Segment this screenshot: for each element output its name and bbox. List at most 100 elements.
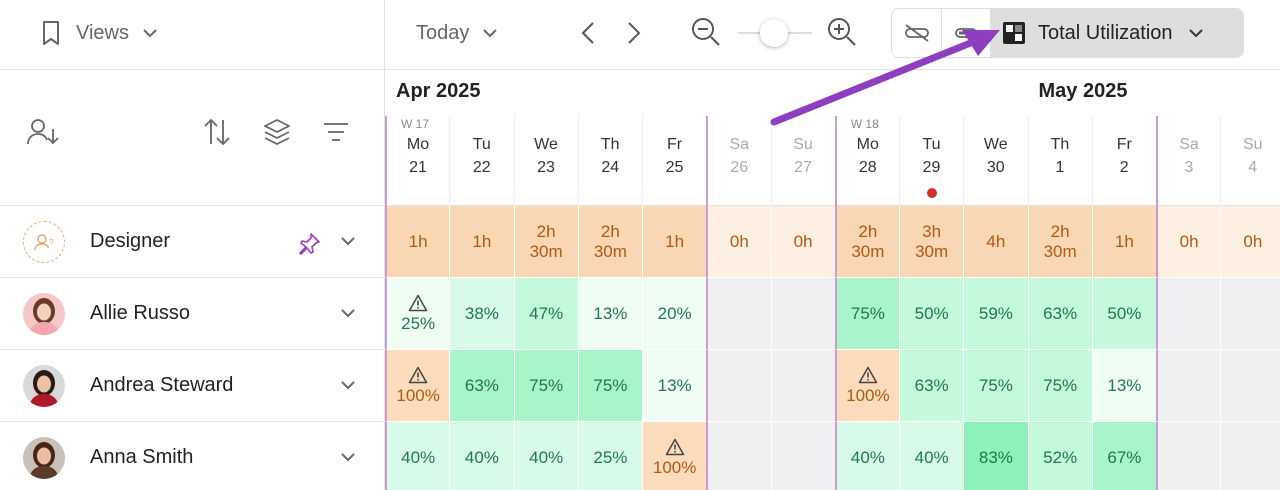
role-hours-cell[interactable]: 0h — [770, 206, 835, 278]
utilization-cell[interactable]: 59% — [963, 278, 1028, 350]
utilization-cell[interactable]: 75% — [513, 350, 578, 422]
utilization-cell[interactable]: 75% — [963, 350, 1028, 422]
total-utilization-dropdown[interactable]: Total Utilization — [990, 9, 1243, 57]
role-hours-cell[interactable]: 1h — [642, 206, 707, 278]
role-hours-cell[interactable]: 4h — [963, 206, 1028, 278]
utilization-cell[interactable]: 63% — [899, 350, 964, 422]
compact-view-button[interactable] — [942, 9, 990, 57]
chevron-down-icon — [341, 453, 355, 462]
utilization-cell[interactable]: 75% — [1027, 350, 1092, 422]
utilization-cell[interactable]: 100% — [834, 350, 899, 422]
role-hours-cell[interactable]: 2h 30m — [834, 206, 899, 278]
utilization-cell[interactable]: 52% — [1027, 422, 1092, 490]
zoom-in-button[interactable] — [826, 16, 858, 53]
day-date: 23 — [537, 159, 555, 176]
utilization-cell[interactable]: 13% — [577, 278, 642, 350]
role-hours-cell[interactable]: 3h 30m — [899, 206, 964, 278]
chevron-left-icon — [581, 22, 594, 44]
utilization-value: 40% — [529, 447, 564, 467]
expand-row-button[interactable] — [340, 378, 356, 396]
week-number: W 17 — [401, 117, 430, 131]
utilization-cell[interactable]: 20% — [642, 278, 707, 350]
day-header-th-24: Th 24 — [577, 116, 642, 206]
day-of-week: Mo — [406, 136, 430, 153]
utilization-cell[interactable]: 25% — [385, 278, 450, 350]
group-layers-button[interactable] — [262, 117, 292, 152]
utilization-cell[interactable]: 13% — [642, 350, 707, 422]
role-hours-cell[interactable]: 0h — [1220, 206, 1280, 278]
role-hours-cell[interactable]: 0h — [1156, 206, 1221, 278]
utilization-cell[interactable]: 47% — [513, 278, 578, 350]
today-dropdown[interactable]: Today — [416, 16, 498, 50]
utilization-cell[interactable]: 63% — [1027, 278, 1092, 350]
utilization-cell[interactable]: 25% — [577, 422, 642, 490]
utilization-cell[interactable]: 67% — [1091, 422, 1156, 490]
views-dropdown[interactable]: Views — [40, 16, 157, 50]
utilization-value: 100% — [652, 457, 697, 477]
zoom-out-button[interactable] — [690, 16, 722, 53]
non-working-day-cell[interactable] — [706, 422, 771, 490]
day-of-week: Th — [600, 136, 620, 153]
utilization-cell[interactable]: 50% — [899, 278, 964, 350]
non-working-day-cell[interactable] — [1220, 278, 1280, 350]
hide-bookings-button[interactable] — [892, 9, 942, 57]
role-hours-cell[interactable]: 1h — [385, 206, 450, 278]
utilization-cell[interactable]: 83% — [963, 422, 1028, 490]
utilization-value: 25% — [401, 313, 436, 333]
utilization-cell[interactable]: 40% — [449, 422, 514, 490]
role-hours-cell[interactable]: 2h 30m — [1027, 206, 1092, 278]
day-header-tu-22: Tu 22 — [449, 116, 513, 206]
utilization-cell[interactable]: 40% — [834, 422, 899, 490]
zoom-slider-thumb[interactable] — [760, 19, 788, 47]
day-of-week: Su — [793, 136, 813, 153]
non-working-day-cell[interactable] — [1156, 278, 1221, 350]
role-hours-cell[interactable]: 1h — [1091, 206, 1156, 278]
sort-order-button[interactable] — [202, 117, 232, 152]
avatar — [23, 437, 65, 479]
prev-period-button[interactable] — [576, 16, 600, 50]
utilization-cell[interactable]: 100% — [642, 422, 707, 490]
non-working-day-cell[interactable] — [1156, 422, 1221, 490]
utilization-value: 83% — [978, 447, 1013, 467]
utilization-cell[interactable]: 50% — [1091, 278, 1156, 350]
filter-button[interactable] — [322, 120, 350, 149]
expand-row-button[interactable] — [340, 234, 356, 252]
next-period-button[interactable] — [622, 16, 646, 50]
role-hours-cell[interactable]: 2h 30m — [577, 206, 642, 278]
expand-row-button[interactable] — [340, 450, 356, 468]
day-header-tu-29: Tu 29 — [899, 116, 963, 206]
role-hours-cell[interactable]: 2h 30m — [513, 206, 578, 278]
sort-people-button[interactable] — [26, 117, 60, 152]
utilization-cell[interactable]: 75% — [834, 278, 899, 350]
utilization-cell[interactable]: 40% — [385, 422, 450, 490]
day-date: 22 — [472, 159, 491, 176]
day-of-week: We — [534, 136, 558, 153]
utilization-cell[interactable]: 100% — [385, 350, 450, 422]
utilization-cell[interactable]: 63% — [449, 350, 514, 422]
utilization-cell[interactable]: 40% — [899, 422, 964, 490]
utilization-cell[interactable]: 40% — [513, 422, 578, 490]
day-of-week: Fr — [666, 136, 683, 153]
utilization-value: 13% — [1107, 375, 1142, 395]
hours-text: 30m — [529, 241, 563, 261]
non-working-day-cell[interactable] — [706, 278, 771, 350]
non-working-day-cell[interactable] — [1220, 350, 1280, 422]
chevron-down-icon — [341, 309, 355, 318]
utilization-value: 52% — [1043, 447, 1078, 467]
utilization-cell[interactable]: 13% — [1091, 350, 1156, 422]
day-date: 4 — [1248, 159, 1258, 176]
utilization-cell[interactable]: 75% — [577, 350, 642, 422]
pin-button[interactable] — [296, 231, 322, 262]
non-working-day-cell[interactable] — [706, 350, 771, 422]
role-hours-cell[interactable]: 0h — [706, 206, 771, 278]
day-header-we-30: We 30 — [963, 116, 1027, 206]
expand-row-button[interactable] — [340, 306, 356, 324]
utilization-value: 63% — [914, 375, 949, 395]
non-working-day-cell[interactable] — [770, 278, 835, 350]
non-working-day-cell[interactable] — [1156, 350, 1221, 422]
role-hours-cell[interactable]: 1h — [449, 206, 514, 278]
non-working-day-cell[interactable] — [770, 422, 835, 490]
non-working-day-cell[interactable] — [1220, 422, 1280, 490]
utilization-cell[interactable]: 38% — [449, 278, 514, 350]
non-working-day-cell[interactable] — [770, 350, 835, 422]
